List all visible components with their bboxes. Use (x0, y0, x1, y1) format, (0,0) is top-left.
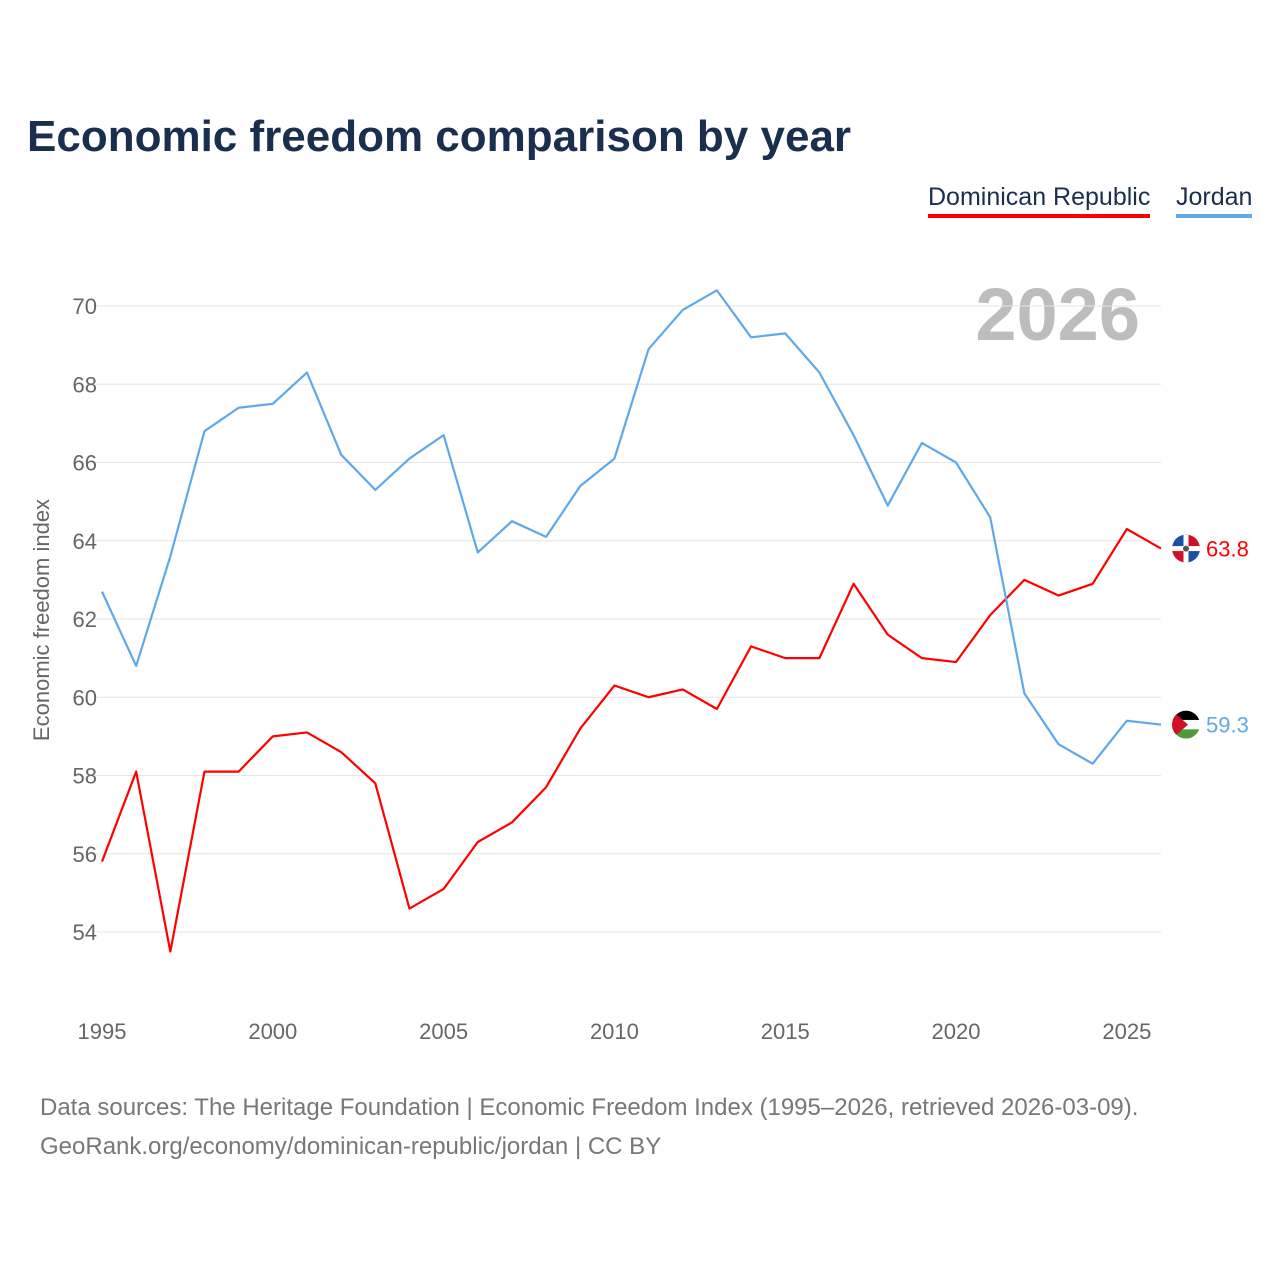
end-value-label: 59.3 (1206, 713, 1249, 738)
x-tick-label: 2025 (1102, 1019, 1151, 1044)
y-tick-label: 64 (73, 529, 97, 554)
y-tick-label: 56 (73, 842, 97, 867)
y-tick-label: 68 (73, 372, 97, 397)
legend-jordan[interactable]: Jordan (1176, 183, 1253, 218)
x-tick-label: 2005 (419, 1019, 468, 1044)
series-line-dominican-republic (100, 527, 1162, 953)
series-line-jordan (101, 289, 1162, 765)
x-tick-label: 2010 (590, 1019, 639, 1044)
footer: Data sources: The Heritage Foundation | … (40, 1088, 1138, 1166)
x-tick-label: 1995 (78, 1019, 127, 1044)
chart-title: Economic freedom comparison by year (27, 112, 852, 161)
url-text: GeoRank.org/economy/dominican-republic/j… (40, 1133, 662, 1160)
y-tick-label: 70 (73, 294, 97, 319)
x-tick-label: 2000 (248, 1019, 297, 1044)
dominican-republic-flag-icon (1172, 534, 1200, 563)
y-tick-label: 66 (73, 451, 97, 476)
y-tick-label: 58 (73, 764, 97, 789)
year-watermark: 2026 (975, 273, 1140, 356)
x-tick-label: 2015 (761, 1019, 810, 1044)
end-value-label: 63.8 (1206, 537, 1249, 562)
x-tick-label: 2020 (932, 1019, 981, 1044)
y-tick-label: 60 (73, 685, 97, 710)
jordan-flag-icon (1172, 710, 1200, 739)
y-tick-label: 54 (73, 920, 97, 945)
source-text: Data sources: The Heritage Foundation | … (40, 1094, 1139, 1121)
y-tick-label: 62 (73, 607, 97, 632)
legend-dominican-republic[interactable]: Dominican Republic (928, 183, 1151, 218)
